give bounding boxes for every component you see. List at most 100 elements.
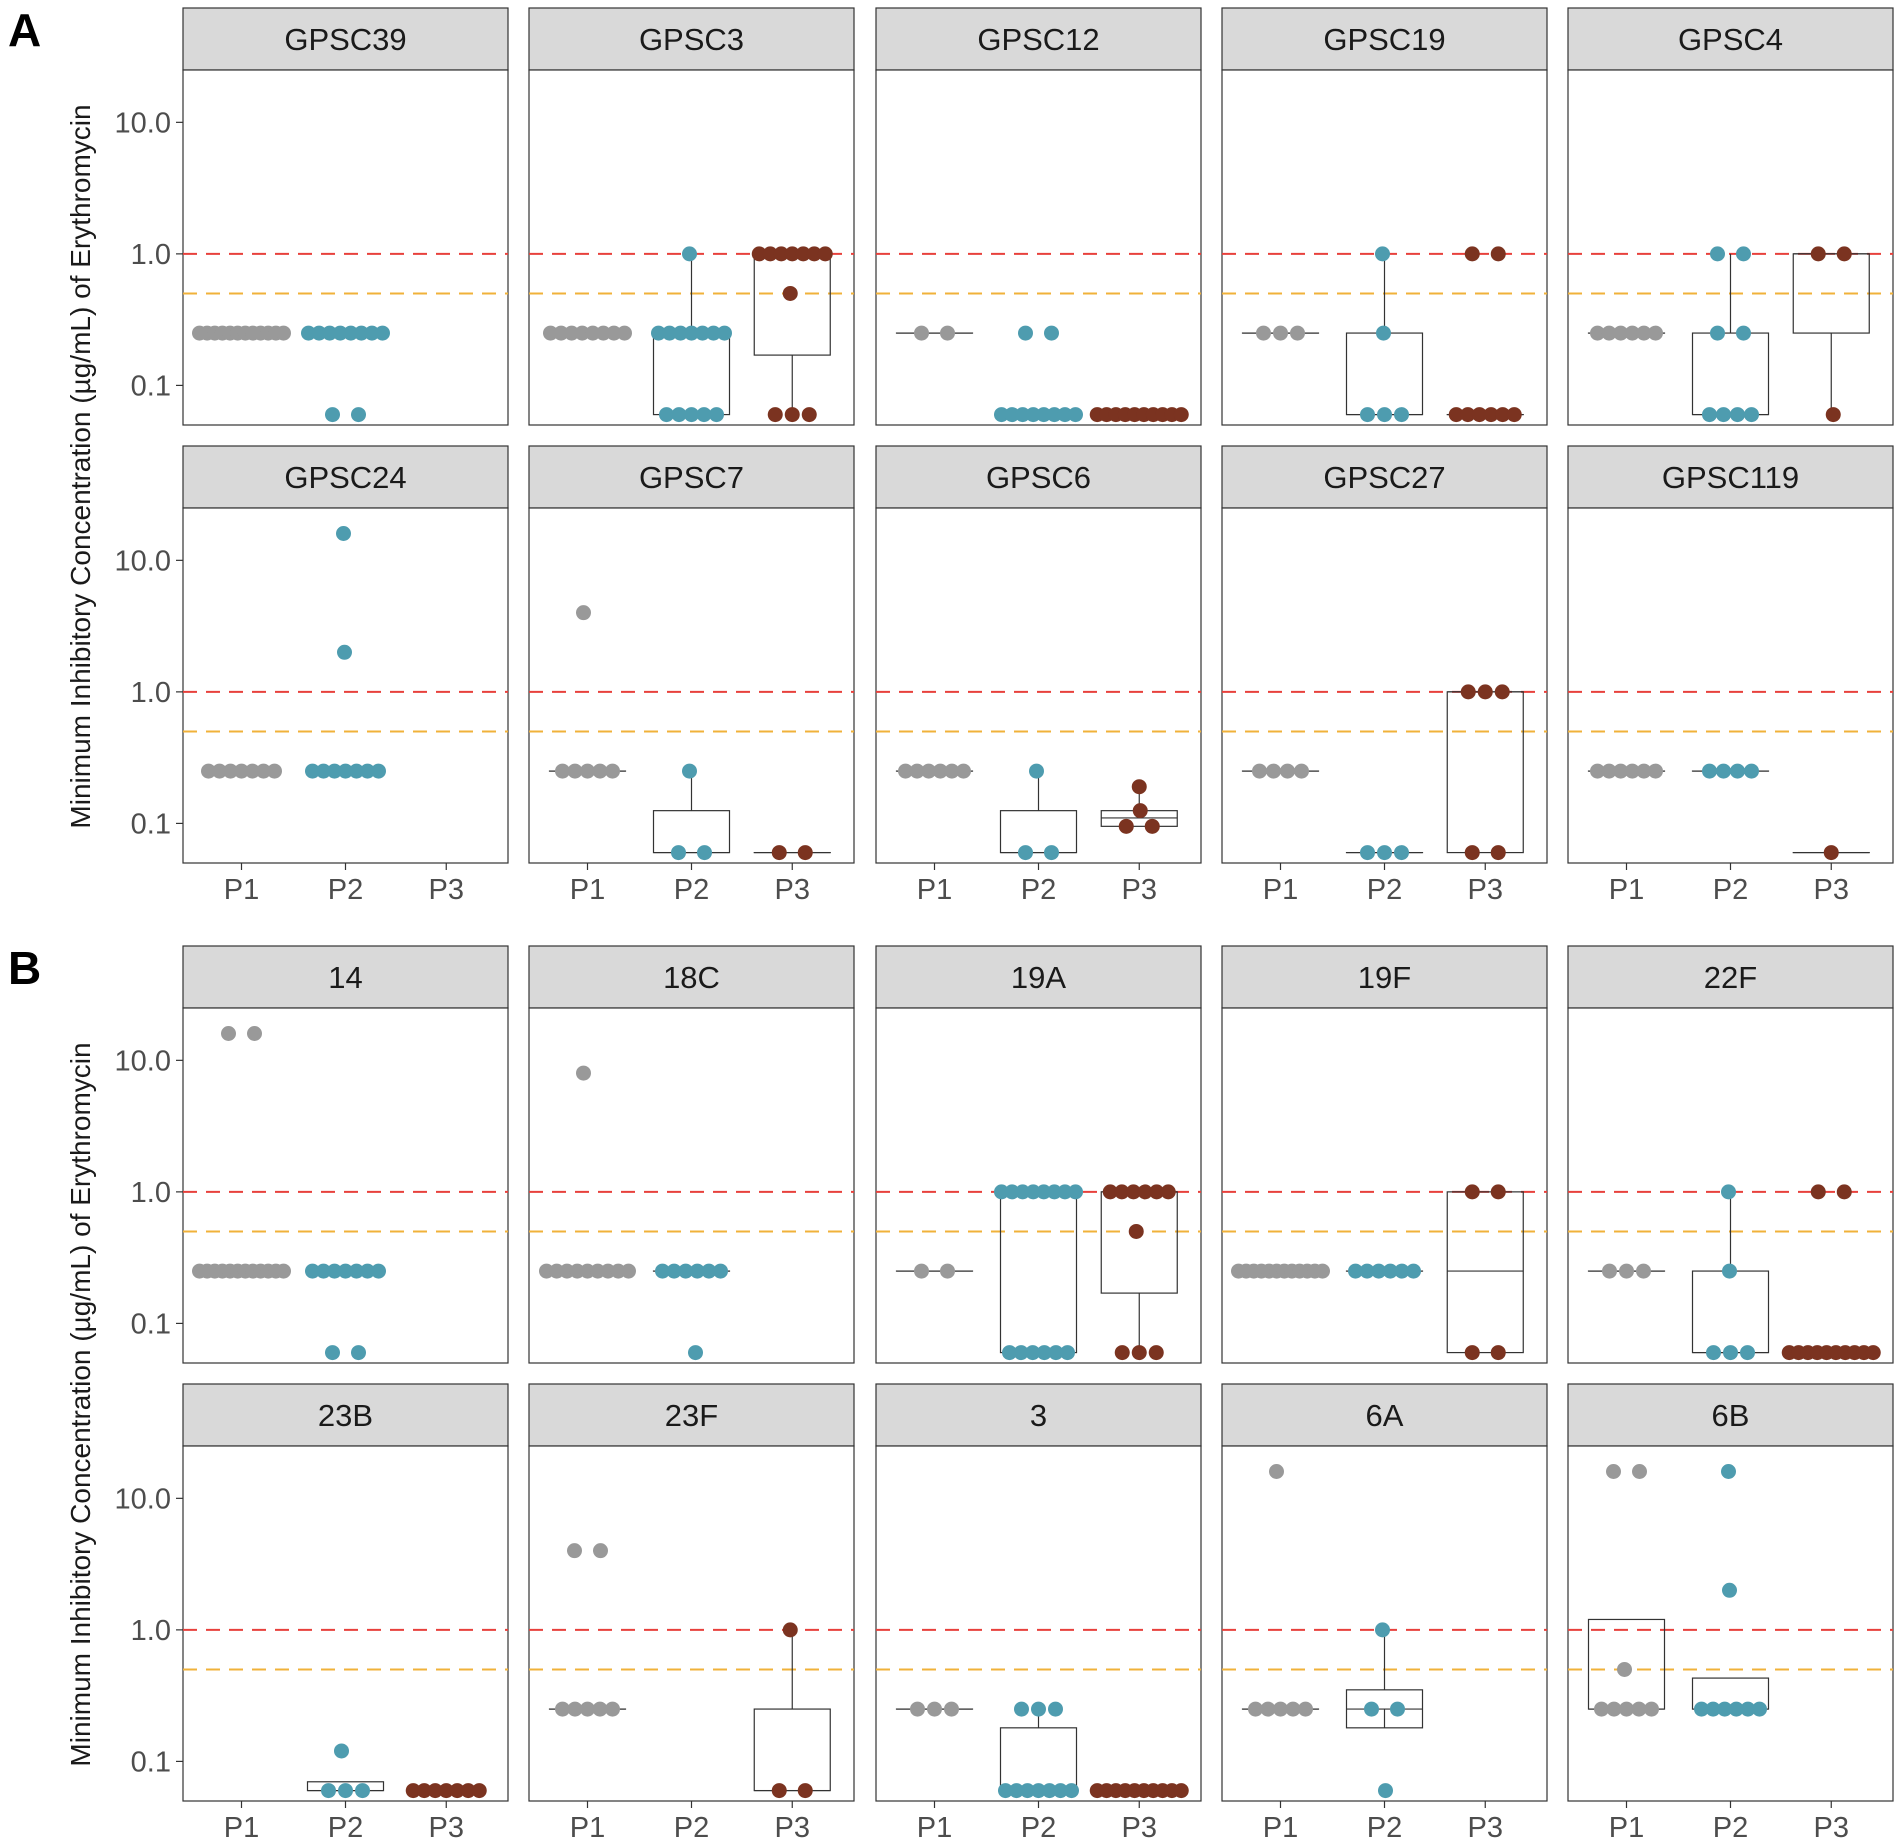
x-tick-label: P2 <box>1713 1812 1748 1844</box>
data-point-P1 <box>1602 1263 1617 1279</box>
data-point-P2 <box>994 1184 1009 1200</box>
plot-area <box>182 507 509 864</box>
data-point-P3 <box>797 1783 813 1799</box>
data-point-P3 <box>471 1783 487 1799</box>
facet-strip <box>528 1383 855 1447</box>
facet-19A: 19A <box>875 945 1202 1364</box>
x-tick-label: P1 <box>1609 1812 1644 1844</box>
facet-strip <box>182 7 509 71</box>
y-tick-label: 10.0 <box>115 1483 171 1515</box>
data-point-P2 <box>1730 763 1745 779</box>
data-point-P2 <box>1394 845 1409 861</box>
plot-area <box>182 1445 509 1802</box>
data-point-P2 <box>1013 1345 1029 1361</box>
x-tick-label: P3 <box>1814 874 1849 906</box>
data-point-P2 <box>682 246 697 262</box>
facet-GPSC27: GPSC27 P1 P2 P3 <box>1221 445 1548 906</box>
data-point-P3 <box>806 246 822 262</box>
data-point-P2 <box>1740 1345 1755 1361</box>
data-point-P2 <box>1378 1783 1393 1799</box>
data-point-P2 <box>684 325 699 341</box>
data-point-P1 <box>940 325 955 341</box>
data-point-P2 <box>701 1263 717 1279</box>
data-point-P1 <box>564 325 580 341</box>
data-point-P1 <box>956 763 971 779</box>
data-point-P2 <box>325 407 340 423</box>
x-tick-label: P2 <box>674 874 709 906</box>
data-point-P3 <box>1125 1184 1141 1200</box>
data-point-P2 <box>671 407 687 423</box>
data-point-P2 <box>1376 325 1391 341</box>
box-iqr <box>1446 1191 1524 1354</box>
data-point-P2 <box>655 1263 670 1279</box>
data-point-P1 <box>593 1543 608 1559</box>
data-point-P2 <box>1048 1701 1063 1717</box>
data-point-P1 <box>585 325 601 341</box>
data-point-P1 <box>921 763 937 779</box>
data-point-P1 <box>944 1701 959 1717</box>
data-point-P3 <box>1471 407 1487 423</box>
data-point-P1 <box>555 1701 570 1717</box>
data-point-P1 <box>1624 763 1640 779</box>
data-point-P3 <box>1810 1184 1826 1200</box>
facet-strip <box>875 7 1202 71</box>
x-tick-label: P1 <box>917 1812 952 1844</box>
y-tick-label: 10.0 <box>115 1045 171 1077</box>
facet-title: 19A <box>1011 960 1066 995</box>
facet-strip <box>1567 445 1894 509</box>
x-tick-label: P3 <box>1814 1812 1849 1844</box>
x-tick-label: P3 <box>429 874 464 906</box>
data-point-P1 <box>1636 325 1652 341</box>
data-point-P1 <box>543 325 558 341</box>
data-point-P3 <box>449 1783 465 1799</box>
data-point-P2 <box>1706 1345 1721 1361</box>
data-point-P1 <box>234 763 249 779</box>
data-point-P1 <box>1632 1463 1647 1479</box>
data-point-P3 <box>427 1783 443 1799</box>
data-point-P3 <box>767 407 783 423</box>
y-axis-title: Minimum Inhibitory Concentration (µg/mL)… <box>65 104 96 828</box>
data-point-P1 <box>621 1263 636 1279</box>
facet-strip <box>182 945 509 1009</box>
data-point-P1 <box>595 325 611 341</box>
data-point-P2 <box>1018 325 1033 341</box>
data-point-P2 <box>1382 1263 1398 1279</box>
data-point-P1 <box>276 325 291 341</box>
data-point-P2 <box>325 1345 340 1361</box>
data-point-P2 <box>1736 246 1751 262</box>
y-tick-label: 10.0 <box>115 107 171 139</box>
data-point-P2 <box>717 325 732 341</box>
data-point-P2 <box>1048 1345 1064 1361</box>
facet-strip <box>1567 945 1894 1009</box>
data-point-P3 <box>1148 1345 1164 1361</box>
data-point-P3 <box>1160 1184 1176 1200</box>
data-point-P3 <box>1137 1184 1153 1200</box>
x-tick-label: P3 <box>1468 1812 1503 1844</box>
data-point-P1 <box>1280 763 1295 779</box>
data-point-P2 <box>1744 763 1759 779</box>
plot-area <box>875 1445 1202 1802</box>
data-point-P3 <box>751 246 767 262</box>
facet-GPSC6: GPSC6 P1 P2 P3 <box>875 445 1202 906</box>
data-point-P2 <box>321 1783 336 1799</box>
plot-area <box>1221 1007 1548 1364</box>
data-point-P2 <box>1020 1783 1035 1799</box>
data-point-P3 <box>1460 684 1476 700</box>
data-point-P2 <box>371 1263 386 1279</box>
data-point-P2 <box>1717 1701 1733 1717</box>
y-tick-label: 0.1 <box>131 808 171 840</box>
data-point-P1 <box>940 1263 955 1279</box>
data-point-P3 <box>1102 1184 1118 1200</box>
x-tick-label: P2 <box>1367 1812 1402 1844</box>
facet-6A: 6A P1 P2 P3 <box>1221 1383 1548 1844</box>
data-point-P2 <box>327 1263 342 1279</box>
data-point-P3 <box>1490 246 1506 262</box>
data-point-P1 <box>1260 1701 1276 1717</box>
data-point-P2 <box>1705 1701 1721 1717</box>
data-point-P2 <box>1015 1184 1031 1200</box>
data-point-P2 <box>1375 246 1390 262</box>
data-point-P3 <box>1128 1223 1144 1239</box>
data-point-P1 <box>617 325 632 341</box>
facet-strip <box>875 945 1202 1009</box>
y-tick-label: 0.1 <box>131 370 171 402</box>
